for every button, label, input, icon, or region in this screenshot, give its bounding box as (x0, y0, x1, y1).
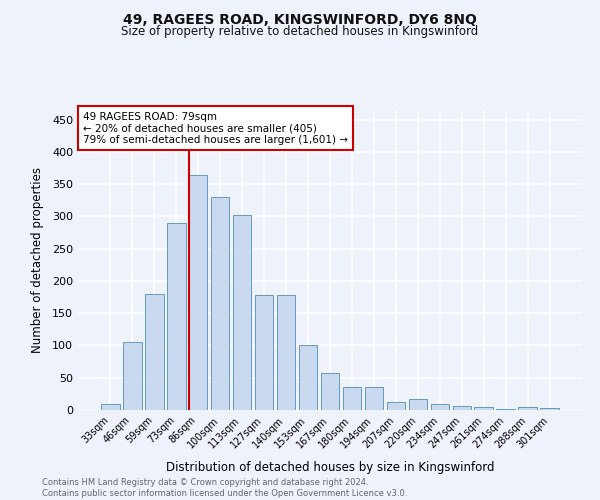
Bar (386, 402, 405, 410)
Text: Size of property relative to detached houses in Kingswinford: Size of property relative to detached ho… (121, 25, 479, 38)
Bar (452, 406, 471, 410)
Text: 49, RAGEES ROAD, KINGSWINFORD, DY6 8NQ: 49, RAGEES ROAD, KINGSWINFORD, DY6 8NQ (123, 12, 477, 26)
Text: Contains HM Land Registry data © Crown copyright and database right 2024.
Contai: Contains HM Land Registry data © Crown c… (42, 478, 407, 498)
Bar (320, 373, 340, 410)
Bar (211, 197, 229, 410)
X-axis label: Distribution of detached houses by size in Kingswinford: Distribution of detached houses by size … (166, 461, 494, 474)
Bar (343, 388, 361, 410)
Text: 49 RAGEES ROAD: 79sqm
← 20% of detached houses are smaller (405)
79% of semi-det: 49 RAGEES ROAD: 79sqm ← 20% of detached … (83, 112, 348, 144)
Bar (475, 407, 493, 410)
Bar (365, 388, 383, 410)
Bar (518, 408, 537, 410)
Bar (145, 294, 164, 410)
Bar (277, 295, 295, 410)
Bar (431, 404, 449, 410)
Bar (123, 342, 142, 410)
Bar (255, 295, 274, 410)
Y-axis label: Number of detached properties: Number of detached properties (31, 167, 44, 353)
Bar (167, 223, 185, 410)
Bar (233, 215, 251, 410)
Bar (541, 408, 559, 410)
Bar (299, 346, 317, 410)
Bar (101, 404, 119, 410)
Bar (189, 174, 208, 410)
Bar (409, 399, 427, 410)
